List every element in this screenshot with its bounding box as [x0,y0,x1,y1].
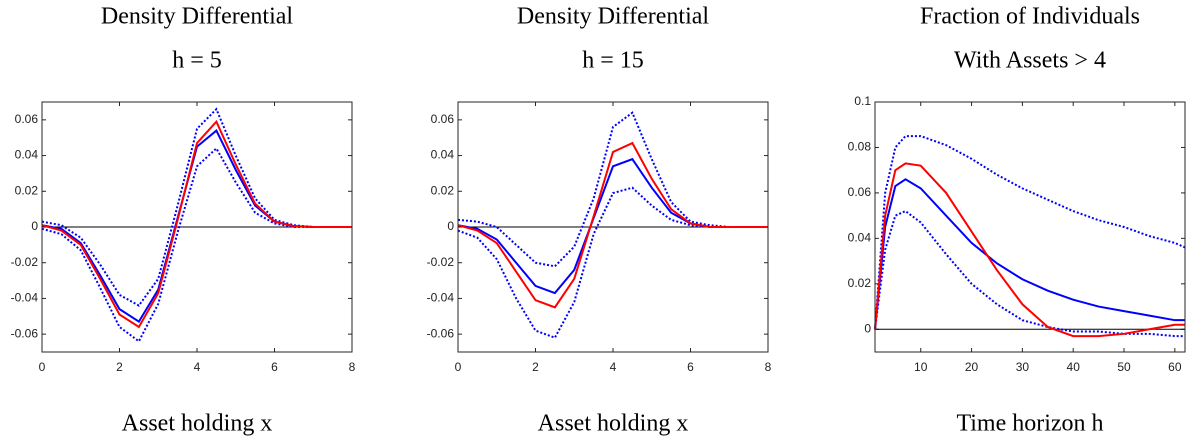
axes-box [874,101,1186,353]
x-tick-label: 20 [965,360,979,374]
x-tick-label: 30 [1016,360,1030,374]
series-line [874,178,1185,330]
y-tick-label: -0.06 [11,326,39,340]
axes-box [41,101,353,353]
y-tick-label: 0.06 [15,112,39,126]
series-line [874,209,1185,338]
series-line [874,162,1185,338]
series-line [41,107,352,307]
series-line [41,119,352,329]
y-tick-label: 0 [447,219,454,233]
x-tick-label: 4 [610,360,617,374]
chart-subtitle: With Assets > 4 [954,48,1106,74]
x-tick-label: 4 [194,360,201,374]
y-tick-label: 0.02 [431,183,455,197]
x-tick-label: 6 [687,360,694,374]
x-tick-label: 10 [914,360,928,374]
x-tick-label: 0 [39,360,46,374]
x-tick-label: 2 [532,360,539,374]
x-axis-label: Time horizon h [956,411,1103,437]
x-axis-label: Asset holding x [122,411,273,437]
chart-subtitle: h = 5 [172,48,222,74]
y-tick-label: 0.02 [848,276,872,290]
y-tick-label: 0.04 [15,148,39,162]
y-tick-label: -0.02 [427,255,455,269]
y-tick-label: 0.04 [431,148,455,162]
chart-title: Density Differential [101,4,293,30]
y-tick-label: 0 [31,219,38,233]
x-tick-label: 50 [1117,360,1131,374]
y-tick-label: -0.06 [427,326,455,340]
x-tick-label: 2 [116,360,123,374]
x-tick-label: 0 [455,360,462,374]
x-tick-label: 40 [1067,360,1081,374]
y-tick-label: -0.02 [11,255,39,269]
x-tick-label: 60 [1168,360,1182,374]
chart-title: Density Differential [517,4,709,30]
y-tick-label: 0.06 [848,185,872,199]
y-tick-label: 0 [864,321,871,335]
axes-box [457,101,769,353]
series-line [41,146,352,343]
y-tick-label: 0.1 [854,94,871,108]
chart-subtitle: h = 15 [582,48,644,74]
y-tick-label: -0.04 [11,291,39,305]
y-tick-label: 0.02 [15,183,39,197]
series-line [457,111,768,268]
x-tick-label: 8 [765,360,772,374]
x-tick-label: 8 [349,360,356,374]
x-axis-label: Asset holding x [538,411,689,437]
chart-title: Fraction of Individuals [920,4,1140,30]
y-tick-label: 0.06 [431,112,455,126]
x-tick-label: 6 [271,360,278,374]
y-tick-label: 0.04 [848,231,872,245]
y-tick-label: -0.04 [427,291,455,305]
series-line [457,141,768,309]
y-tick-label: 0.08 [848,140,872,154]
